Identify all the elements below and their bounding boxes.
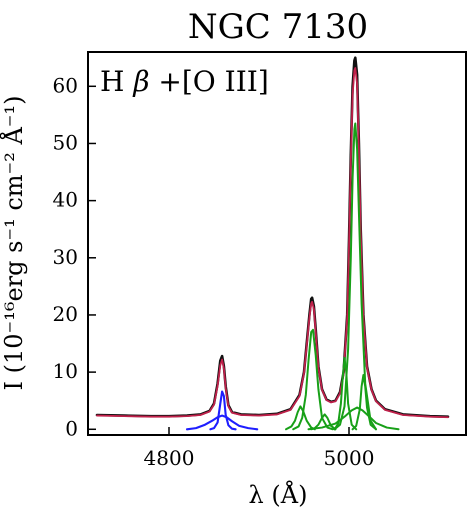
series-oiii-5007-red xyxy=(351,373,377,431)
y-tick-label-50: 50 xyxy=(53,130,78,154)
y-tick-label-0: 0 xyxy=(65,416,78,440)
x-axis-label: λ (Å) xyxy=(249,480,308,509)
y-tick-label-60: 60 xyxy=(53,73,78,97)
panel-label: H β +[O III] xyxy=(100,65,269,98)
y-tick-label-30: 30 xyxy=(53,245,78,269)
series-hbeta-narrow xyxy=(209,390,237,431)
chart-title: NGC 7130 xyxy=(188,7,368,47)
series-oiii-5007-main xyxy=(333,122,377,431)
panel-label-prefix: H xyxy=(100,65,124,98)
y-axis-label: I (10⁻¹⁶erg s⁻¹ cm⁻² Å⁻¹) xyxy=(0,96,28,391)
plot-frame xyxy=(87,51,467,436)
plot-layer: 4800 5000 0 10 20 30 40 50 60 xyxy=(53,51,467,470)
series-oiii-broad xyxy=(307,406,400,431)
series-oiii-4959-blue xyxy=(285,405,316,431)
x-ticks: 4800 5000 xyxy=(144,427,375,470)
y-tick-label-10: 10 xyxy=(53,359,78,383)
series-observed xyxy=(95,56,450,419)
panel-label-beta: β xyxy=(132,65,149,98)
y-tick-label-20: 20 xyxy=(53,302,78,326)
series-hbeta-broad xyxy=(185,414,259,431)
y-ticks: 0 10 20 30 40 50 60 xyxy=(53,73,96,440)
x-tick-label-5000: 5000 xyxy=(324,446,375,470)
series-layer xyxy=(95,56,450,431)
series-oiii-4959-main xyxy=(292,328,334,431)
series-oiii-5007-blue xyxy=(333,356,358,431)
series-model xyxy=(96,67,449,419)
x-tick-label-4800: 4800 xyxy=(144,446,195,470)
panel-label-suffix: +[O III] xyxy=(158,65,268,98)
y-tick-label-40: 40 xyxy=(53,188,78,212)
